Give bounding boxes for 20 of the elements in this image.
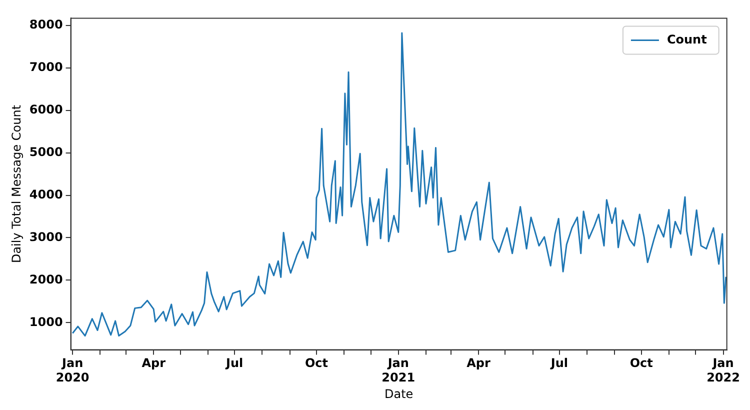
y-tick-label: 5000 [29,144,63,159]
legend-label: Count [666,32,708,46]
y-axis-title: Daily Total Message Count [9,104,24,264]
x-tick-label: Jan 2021 [382,356,416,385]
x-tick-label: Oct [630,356,654,370]
y-tick-label: 3000 [29,230,63,244]
x-tick-label: Apr [466,356,490,370]
y-tick-label: 4000 [29,187,63,202]
x-tick-label: Jul [225,356,244,370]
y-tick-label: 7000 [29,60,63,74]
y-tick-label: 8000 [29,18,63,32]
x-tick-label: Jul [550,356,568,370]
x-tick-label: Apr [142,356,166,370]
y-tick-label: 2000 [29,272,63,286]
y-tick-label: 6000 [29,102,63,116]
x-axis-title: Date [384,386,414,401]
x-tick-label: Oct [304,356,328,370]
x-tick-label: Jan 2022 [706,356,740,385]
y-tick-label: 1000 [29,314,63,329]
x-tick-label: Jan 2020 [56,356,90,385]
